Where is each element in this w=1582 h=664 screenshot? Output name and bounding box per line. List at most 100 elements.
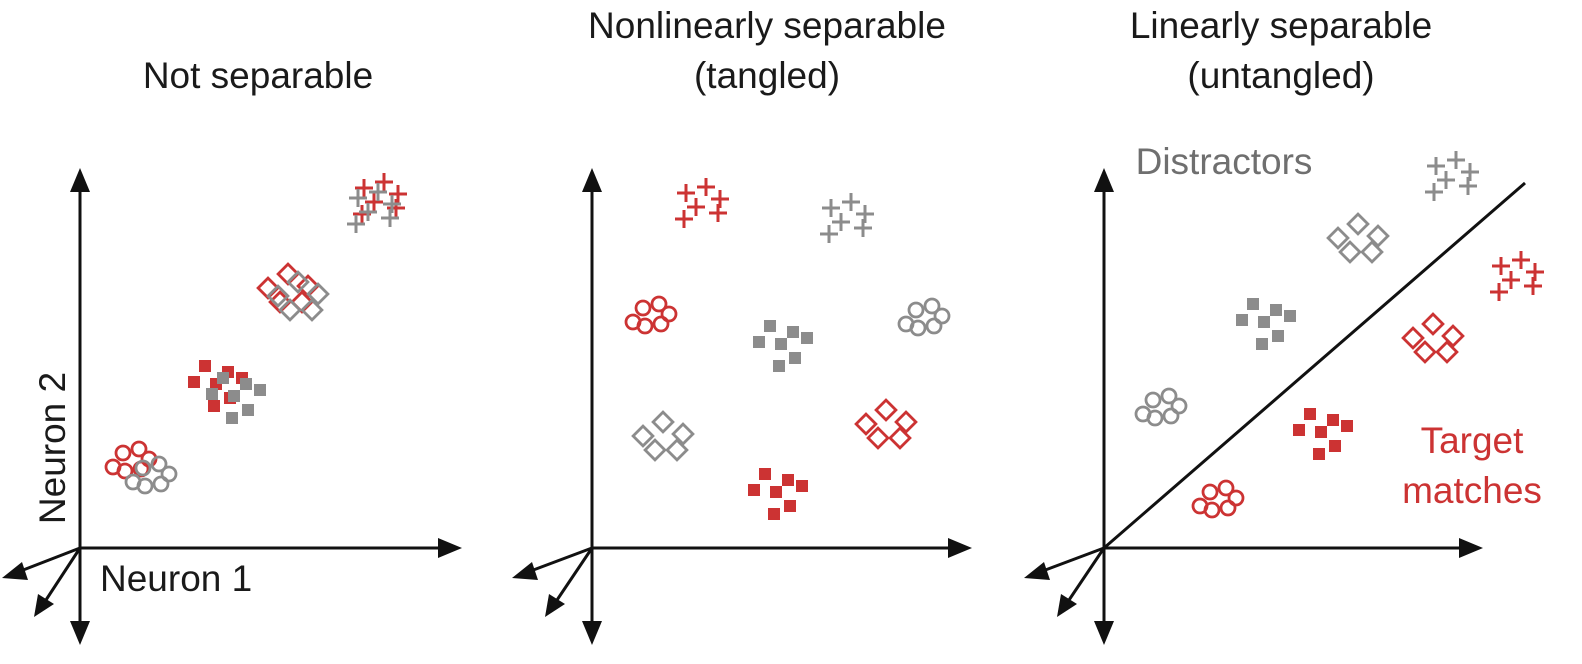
distractor-diamond-mark xyxy=(1366,224,1390,248)
target-plus-mark xyxy=(675,210,693,228)
distractor-circle-mark xyxy=(150,455,168,473)
distractor-square-mark xyxy=(1258,316,1270,328)
target-plus-mark xyxy=(355,179,373,197)
distractor-plus-mark xyxy=(842,193,860,211)
distractor-circle-mark xyxy=(925,317,943,335)
decision-boundary-line xyxy=(1103,181,1526,550)
target-square-mark xyxy=(770,486,782,498)
distractor-circle-mark xyxy=(933,307,951,325)
distractor-square-mark xyxy=(753,336,765,348)
target-plus-mark xyxy=(1512,251,1530,269)
target-plus-mark xyxy=(711,190,729,208)
distractor-plus-mark xyxy=(1461,163,1479,181)
y-axis-label: Neuron 2 xyxy=(32,372,73,524)
distractor-plus-mark xyxy=(832,213,850,231)
distractor-plus-mark xyxy=(822,199,840,217)
distractor-square-mark xyxy=(226,412,238,424)
distractor-plus-mark xyxy=(820,225,838,243)
target-circle-mark xyxy=(1201,483,1219,501)
distractor-square-mark xyxy=(787,326,799,338)
target-circle-mark xyxy=(652,315,670,333)
distractor-square-mark xyxy=(1256,338,1268,350)
panel-not-separable: Not separable Neuron 1 Neuron 2 xyxy=(2,55,462,645)
target-square-mark xyxy=(748,484,760,496)
target-square-mark xyxy=(782,474,794,486)
target-circle-mark xyxy=(660,305,678,323)
target-circle-mark xyxy=(114,444,132,462)
distractor-circle-mark xyxy=(1162,407,1180,425)
target-diamond-mark xyxy=(1441,324,1465,348)
scatter-points xyxy=(104,173,407,495)
distractor-square-mark xyxy=(206,388,218,400)
distractor-square-mark xyxy=(773,360,785,372)
target-square-mark xyxy=(199,360,211,372)
distractor-circle-mark xyxy=(923,297,941,315)
target-circle-mark xyxy=(130,440,148,458)
distractor-plus-mark xyxy=(349,189,367,207)
distractor-plus-mark xyxy=(381,209,399,227)
target-circle-mark xyxy=(1191,497,1209,515)
distractor-diamond-mark xyxy=(1360,240,1384,264)
distractor-diamond-mark xyxy=(1338,240,1362,264)
distractor-plus-mark xyxy=(1447,151,1465,169)
target-diamond-mark xyxy=(1401,326,1425,350)
distractor-square-mark xyxy=(1236,314,1248,326)
distractor-plus-mark xyxy=(347,215,365,233)
target-plus-mark xyxy=(389,185,407,203)
distractor-plus-mark xyxy=(1437,171,1455,189)
target-circle-mark xyxy=(634,299,652,317)
distractor-diamond-mark xyxy=(306,282,330,306)
x-axis-label: Neuron 1 xyxy=(100,558,252,599)
scatter-points xyxy=(624,178,951,520)
panel-title-line-1: Nonlinearly separable xyxy=(588,5,946,46)
distractor-square-mark xyxy=(242,404,254,416)
panel-title-line-2: (tangled) xyxy=(694,55,840,96)
target-square-mark xyxy=(768,508,780,520)
distractor-plus-mark xyxy=(1427,157,1445,175)
target-square-mark xyxy=(796,480,808,492)
distractor-plus-mark xyxy=(1425,183,1443,201)
target-plus-mark xyxy=(1526,263,1544,281)
target-plus-mark xyxy=(1492,257,1510,275)
distractor-square-mark xyxy=(801,332,813,344)
target-diamond-mark xyxy=(1435,340,1459,364)
panel-nonlinearly-separable: Nonlinearly separable (tangled) xyxy=(512,5,972,645)
target-diamond-mark xyxy=(888,426,912,450)
distractor-square-mark xyxy=(775,338,787,350)
target-matches-label-line-2: matches xyxy=(1402,470,1542,511)
target-plus-mark xyxy=(697,178,715,196)
distractor-diamond-mark xyxy=(631,424,655,448)
distractor-diamond-mark xyxy=(278,298,302,322)
target-plus-mark xyxy=(365,193,383,211)
distractor-circle-mark xyxy=(1144,391,1162,409)
target-square-mark xyxy=(208,400,220,412)
distractor-circle-mark xyxy=(1160,387,1178,405)
target-plus-mark xyxy=(709,204,727,222)
target-square-mark xyxy=(1341,420,1353,432)
distractor-square-mark xyxy=(228,390,240,402)
distractor-diamond-mark xyxy=(286,270,310,294)
distractor-circle-mark xyxy=(124,473,142,491)
distractor-diamond-mark xyxy=(665,438,689,462)
panel-linearly-separable: Linearly separable (untangled) Distracto… xyxy=(1024,5,1544,645)
target-square-mark xyxy=(1329,440,1341,452)
scatter-points xyxy=(1134,151,1544,519)
axes xyxy=(2,168,462,645)
distractor-square-mark xyxy=(1247,298,1259,310)
target-plus-mark xyxy=(1502,271,1520,289)
distractor-diamond-mark xyxy=(266,284,290,308)
distractor-square-mark xyxy=(764,320,776,332)
target-square-mark xyxy=(1327,414,1339,426)
target-plus-mark xyxy=(1524,277,1542,295)
distractor-circle-mark xyxy=(152,475,170,493)
distractor-circle-mark xyxy=(1134,405,1152,423)
axes xyxy=(512,168,972,645)
distractor-circle-mark xyxy=(134,459,152,477)
target-diamond-mark xyxy=(1421,312,1445,336)
distractor-diamond-mark xyxy=(300,298,324,322)
distractor-square-mark xyxy=(1284,310,1296,322)
distractor-plus-mark xyxy=(854,219,872,237)
target-circle-mark xyxy=(1217,479,1235,497)
target-circle-mark xyxy=(1227,489,1245,507)
